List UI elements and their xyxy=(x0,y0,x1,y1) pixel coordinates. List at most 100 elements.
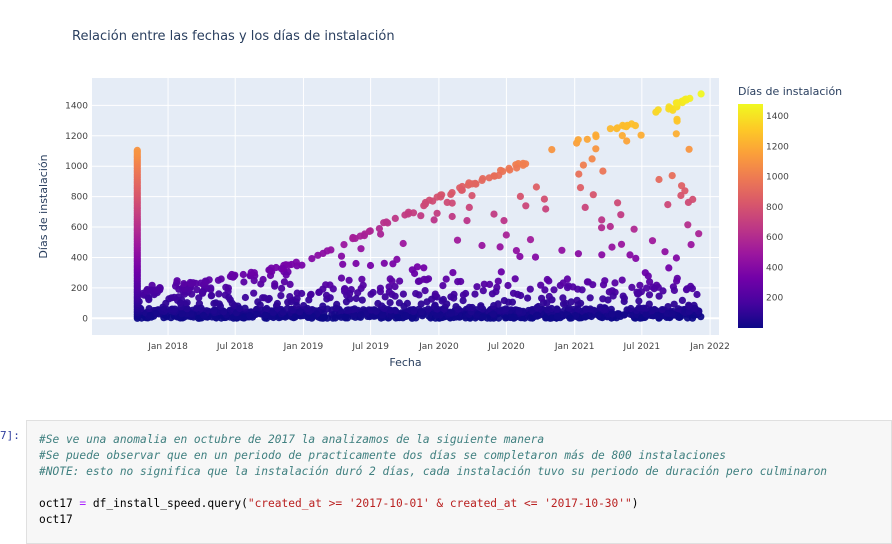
data-point xyxy=(589,191,597,199)
data-point xyxy=(402,312,410,320)
data-point xyxy=(567,298,575,306)
data-point xyxy=(685,145,693,153)
data-point xyxy=(574,305,582,313)
data-point xyxy=(265,294,273,303)
data-point xyxy=(655,175,663,184)
data-point xyxy=(189,279,197,287)
data-point xyxy=(681,187,689,195)
data-point xyxy=(403,299,411,307)
code-token: df_install_speed.query( xyxy=(86,497,248,510)
data-point xyxy=(388,277,396,285)
data-point xyxy=(532,312,541,320)
data-point xyxy=(478,176,486,184)
data-point xyxy=(459,297,467,305)
data-point xyxy=(273,299,281,308)
data-point xyxy=(448,212,456,221)
y-tick-label: 200 xyxy=(71,284,88,294)
data-point xyxy=(665,264,673,272)
data-point xyxy=(541,286,549,294)
data-point xyxy=(654,106,662,114)
data-point xyxy=(510,313,518,321)
code-cell[interactable]: #Se ve una anomalia en octubre de 2017 l… xyxy=(26,420,892,544)
data-point xyxy=(319,249,327,257)
data-point xyxy=(170,293,178,301)
data-point xyxy=(689,195,697,203)
data-point xyxy=(417,212,425,220)
data-point xyxy=(673,274,681,282)
data-point xyxy=(648,237,657,245)
data-point xyxy=(618,132,626,140)
data-point xyxy=(286,280,294,288)
data-point xyxy=(565,304,573,312)
colorbar xyxy=(738,104,763,328)
data-point xyxy=(697,90,705,98)
data-point xyxy=(357,311,365,319)
data-point xyxy=(646,278,654,286)
data-point xyxy=(511,275,519,283)
data-point xyxy=(496,243,504,251)
data-point xyxy=(386,299,394,307)
data-point xyxy=(488,290,496,298)
colorbar-tick-label: 600 xyxy=(766,233,783,243)
data-point xyxy=(532,183,541,191)
data-point xyxy=(672,99,680,107)
data-point xyxy=(407,313,416,321)
x-tick-label: Jan 2021 xyxy=(554,342,595,352)
data-points[interactable] xyxy=(133,90,705,322)
data-point xyxy=(447,293,455,301)
data-point xyxy=(396,277,404,285)
data-point xyxy=(225,293,233,302)
data-point xyxy=(458,186,466,194)
data-point xyxy=(609,292,617,300)
data-point xyxy=(611,279,619,287)
data-point xyxy=(490,210,498,218)
data-point xyxy=(420,275,428,283)
data-point xyxy=(462,289,470,298)
data-point xyxy=(670,286,679,294)
data-point xyxy=(356,232,364,240)
x-tick-label: Jan 2018 xyxy=(147,342,188,352)
code-comment-line: #Se ve una anomalia en octubre de 2017 l… xyxy=(39,433,545,446)
data-point xyxy=(172,282,180,290)
data-point xyxy=(372,307,380,315)
y-tick-label: 800 xyxy=(71,193,88,203)
data-point xyxy=(395,299,403,307)
data-point xyxy=(533,303,541,312)
data-point xyxy=(197,304,205,312)
data-point xyxy=(648,307,656,315)
data-point xyxy=(626,310,635,318)
data-point xyxy=(655,292,663,300)
data-point xyxy=(659,287,667,295)
colorbar-tick-label: 1400 xyxy=(766,112,789,122)
data-point xyxy=(594,311,602,319)
x-tick-label: Jan 2020 xyxy=(418,342,459,352)
data-point xyxy=(447,309,455,317)
data-point xyxy=(366,261,375,270)
data-point xyxy=(394,314,402,322)
data-point xyxy=(566,314,574,322)
x-axis-label: Fecha xyxy=(389,356,421,369)
data-point xyxy=(599,167,607,175)
data-point xyxy=(642,310,650,318)
code-editor[interactable]: #Se ve una anomalia en octubre de 2017 l… xyxy=(27,421,891,528)
data-point xyxy=(553,312,562,320)
data-point xyxy=(542,314,550,322)
data-point xyxy=(171,305,179,313)
data-point xyxy=(678,296,687,304)
data-point xyxy=(632,254,640,262)
data-point xyxy=(635,297,643,305)
data-point xyxy=(473,283,481,291)
data-point xyxy=(210,299,218,308)
data-point xyxy=(477,302,485,310)
data-point xyxy=(285,261,293,269)
data-point xyxy=(645,291,654,299)
data-point xyxy=(303,304,312,313)
data-point xyxy=(384,219,392,227)
data-point xyxy=(341,314,350,322)
scatter-figure: Relación entre las fechas y los días de … xyxy=(37,29,842,369)
data-point xyxy=(352,259,360,268)
data-point xyxy=(688,314,697,322)
data-point xyxy=(664,303,672,311)
data-point xyxy=(152,286,161,294)
data-point xyxy=(633,288,641,296)
